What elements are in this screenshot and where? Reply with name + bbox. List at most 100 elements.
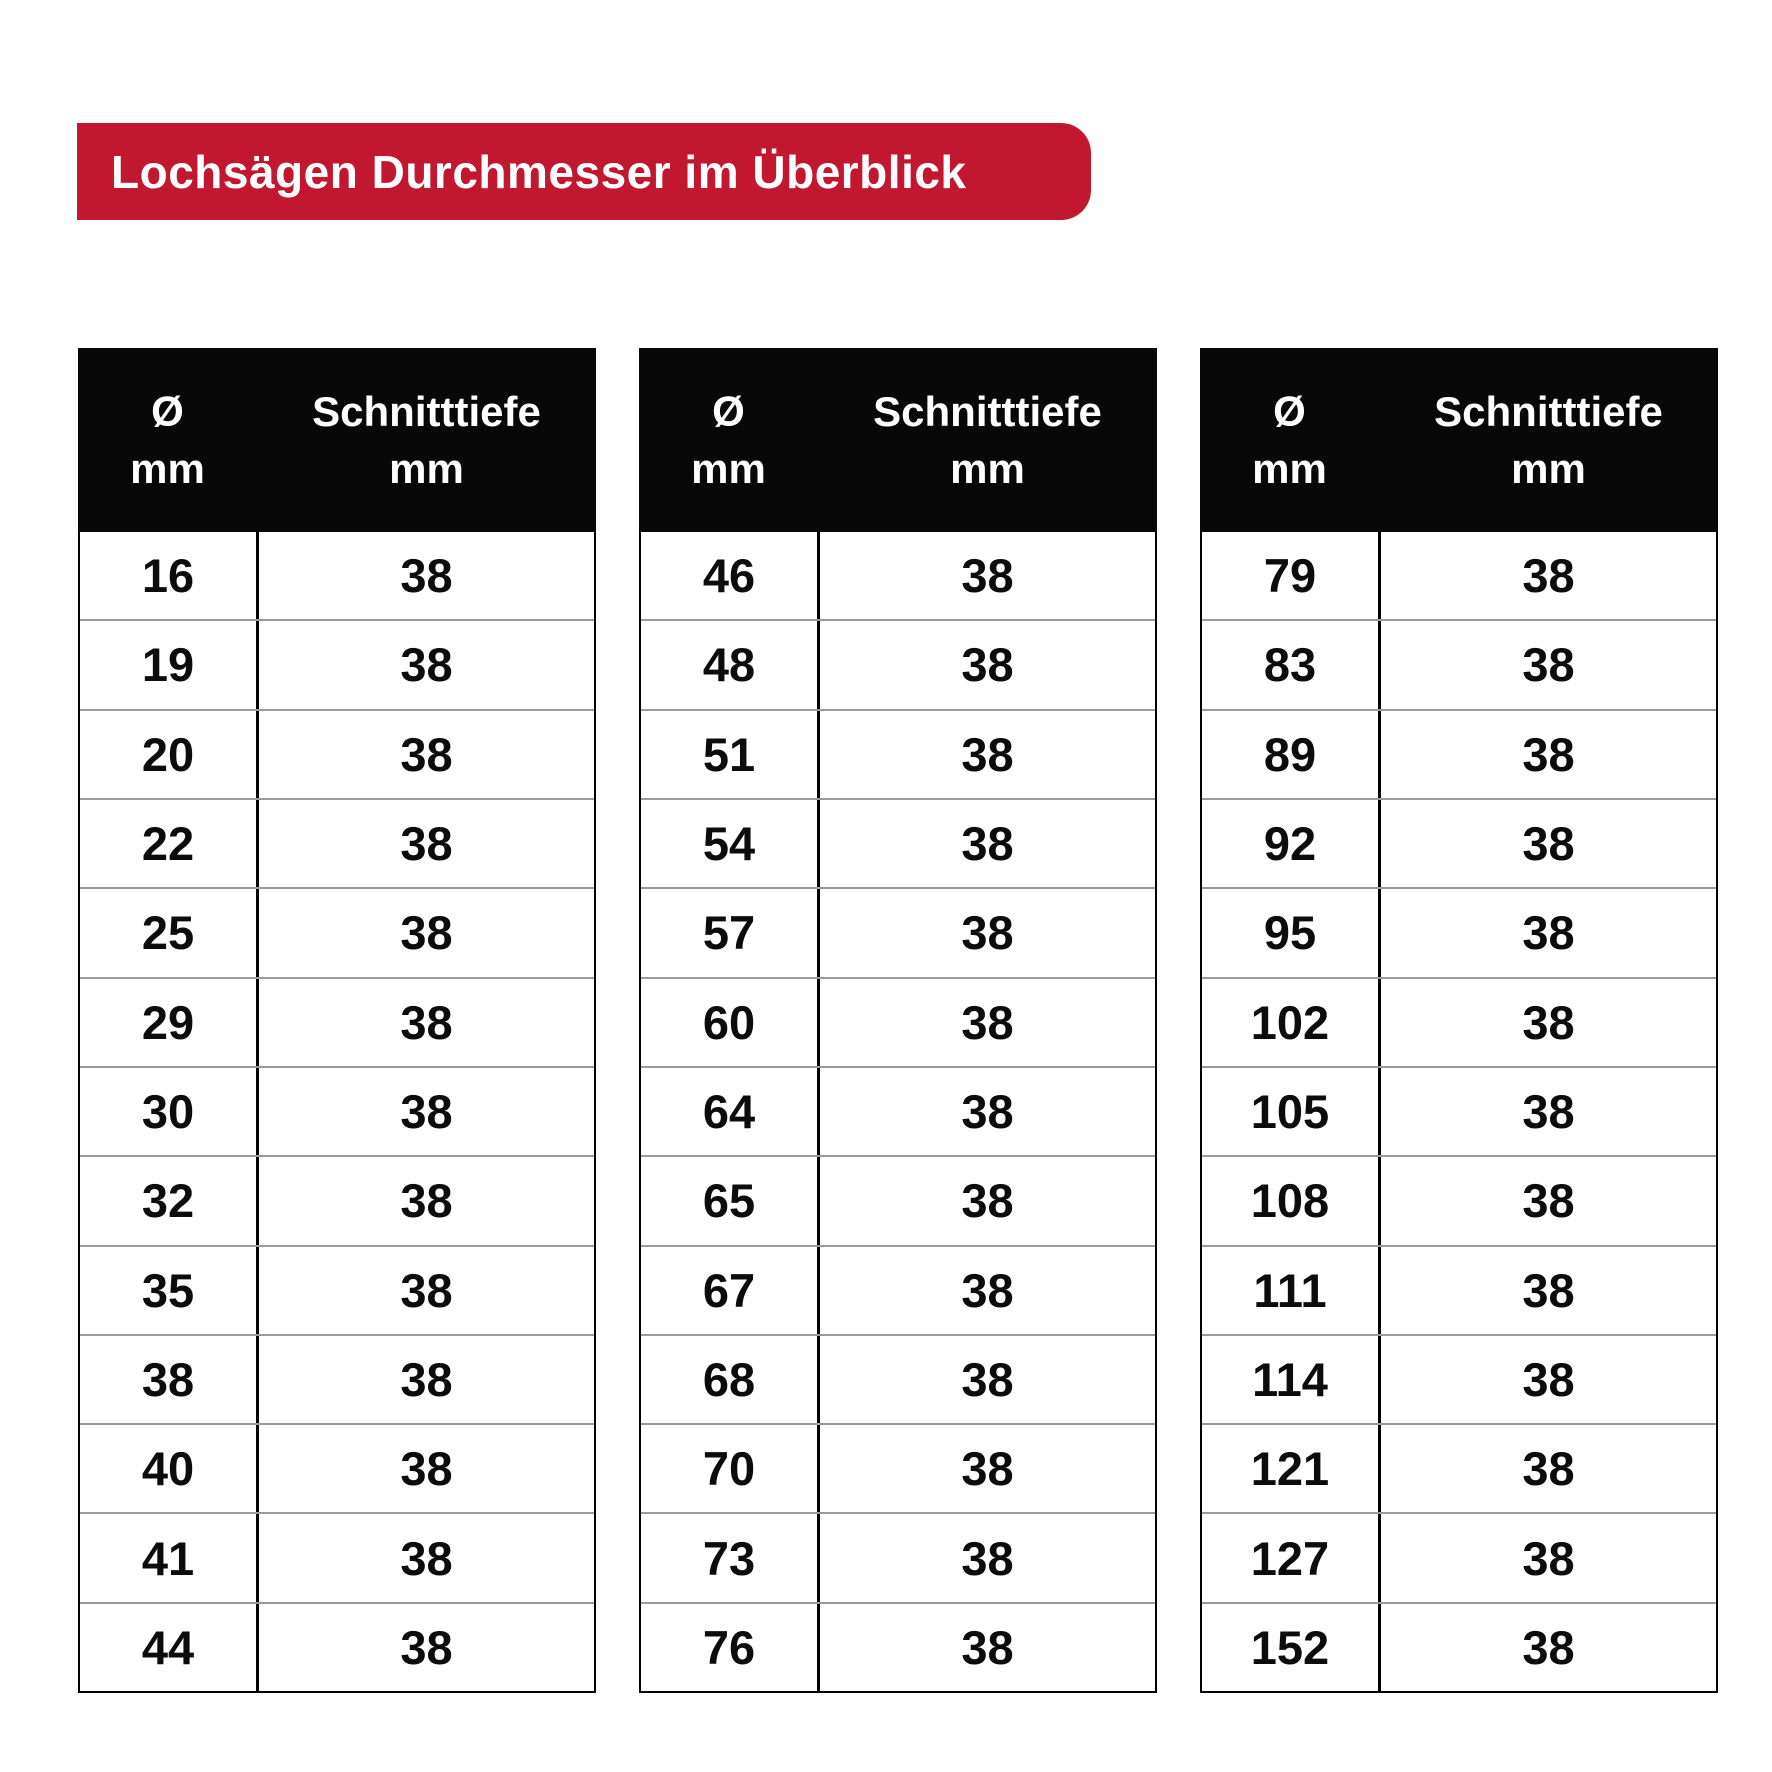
diameter-cell: 73	[641, 1514, 820, 1602]
table-row: 60 38	[641, 976, 1155, 1066]
table-row: 38 38	[80, 1333, 594, 1424]
depth-cell: 38	[400, 995, 453, 1049]
diameter-symbol: Ø	[712, 388, 745, 435]
diameter-unit: mm	[691, 445, 766, 492]
table-header: Ø mm Schnitttiefe mm	[78, 348, 596, 532]
table-row: 111 38	[1202, 1244, 1716, 1334]
table-row: 79 38	[1202, 532, 1716, 620]
depth-cell: 38	[400, 1174, 453, 1228]
depth-cell: 38	[1522, 1531, 1575, 1585]
table-body: 16 38 19 38 20 38 22 38 25 38 29 38 30 38 32 38 35 38 38 38…	[78, 532, 596, 1693]
diameter-cell: 22	[80, 799, 259, 888]
depth-cell: 38	[1522, 1263, 1575, 1317]
diameter-cell: 152	[1202, 1603, 1381, 1692]
depth-cell: 38	[961, 1174, 1014, 1228]
diameter-cell: 29	[80, 978, 259, 1066]
diameter-cell: 60	[641, 978, 820, 1066]
table-row: 29 38	[80, 976, 594, 1066]
depth-cell: 38	[1522, 1352, 1575, 1406]
diameter-cell: 64	[641, 1067, 820, 1156]
diameter-cell: 40	[80, 1425, 259, 1513]
column-header-diameter: Ø mm	[1200, 348, 1379, 532]
table-body: 46 38 48 38 51 38 54 38 57 38 60 38 64 38 65 38 67 38 68 38…	[639, 532, 1157, 1693]
table-row: 105 38	[1202, 1065, 1716, 1156]
depth-cell: 38	[961, 727, 1014, 781]
diameter-symbol: Ø	[151, 388, 184, 435]
table-row: 30 38	[80, 1065, 594, 1156]
depth-cell: 38	[1522, 727, 1575, 781]
diameter-cell: 121	[1202, 1425, 1381, 1513]
table-row: 76 38	[641, 1601, 1155, 1692]
table-row: 68 38	[641, 1333, 1155, 1424]
depth-cell: 38	[400, 1620, 453, 1674]
depth-cell: 38	[1522, 817, 1575, 871]
diameter-cell: 54	[641, 799, 820, 888]
diameter-unit: mm	[130, 445, 205, 492]
table-row: 83 38	[1202, 619, 1716, 709]
diameter-cell: 108	[1202, 1157, 1381, 1245]
depth-cell: 38	[961, 817, 1014, 871]
depth-cell: 38	[1522, 906, 1575, 960]
diameter-cell: 57	[641, 889, 820, 977]
depth-cell: 38	[1522, 1174, 1575, 1228]
diameter-cell: 51	[641, 710, 820, 798]
column-header-depth: Schnitttiefe mm	[818, 348, 1157, 532]
table-row: 65 38	[641, 1155, 1155, 1245]
depth-cell: 38	[400, 549, 453, 603]
table-row: 32 38	[80, 1155, 594, 1245]
diameter-cell: 44	[80, 1603, 259, 1692]
depth-cell: 38	[400, 1085, 453, 1139]
table-row: 54 38	[641, 797, 1155, 888]
diameter-cell: 68	[641, 1335, 820, 1424]
table-row: 35 38	[80, 1244, 594, 1334]
column-header-depth: Schnitttiefe mm	[257, 348, 596, 532]
table-body: 79 38 83 38 89 38 92 38 95 38 102 38 105 38 108 38 111 38…	[1200, 532, 1718, 1693]
diameter-cell: 16	[80, 532, 259, 620]
diameter-cell: 67	[641, 1246, 820, 1334]
table-row: 48 38	[641, 619, 1155, 709]
depth-label: Schnitttiefe	[312, 388, 541, 435]
table-row: 67 38	[641, 1244, 1155, 1334]
diameter-cell: 70	[641, 1425, 820, 1513]
table-row: 16 38	[80, 532, 594, 620]
diameter-cell: 114	[1202, 1335, 1381, 1424]
table-row: 44 38	[80, 1601, 594, 1692]
table-row: 95 38	[1202, 887, 1716, 977]
column-header-depth: Schnitttiefe mm	[1379, 348, 1718, 532]
table-row: 89 38	[1202, 708, 1716, 798]
table-row: 114 38	[1202, 1333, 1716, 1424]
diameter-cell: 127	[1202, 1514, 1381, 1602]
diameter-cell: 35	[80, 1246, 259, 1334]
depth-cell: 38	[400, 727, 453, 781]
depth-unit: mm	[389, 445, 464, 492]
depth-cell: 38	[1522, 995, 1575, 1049]
depth-unit: mm	[950, 445, 1025, 492]
depth-cell: 38	[1522, 638, 1575, 692]
depth-unit: mm	[1511, 445, 1586, 492]
table-row: 19 38	[80, 619, 594, 709]
diameter-cell: 46	[641, 532, 820, 620]
table-row: 25 38	[80, 887, 594, 977]
diameter-cell: 65	[641, 1157, 820, 1245]
diameter-cell: 25	[80, 889, 259, 977]
table-row: 92 38	[1202, 797, 1716, 888]
depth-cell: 38	[1522, 549, 1575, 603]
depth-cell: 38	[961, 549, 1014, 603]
depth-cell: 38	[961, 995, 1014, 1049]
depth-cell: 38	[961, 1085, 1014, 1139]
depth-cell: 38	[961, 1442, 1014, 1496]
column-header-diameter: Ø mm	[639, 348, 818, 532]
table-row: 64 38	[641, 1065, 1155, 1156]
diameter-cell: 92	[1202, 799, 1381, 888]
table-row: 20 38	[80, 708, 594, 798]
column-header-diameter: Ø mm	[78, 348, 257, 532]
diameter-cell: 105	[1202, 1067, 1381, 1156]
depth-cell: 38	[1522, 1085, 1575, 1139]
table-row: 46 38	[641, 532, 1155, 620]
diameter-cell: 76	[641, 1603, 820, 1692]
title-banner: Lochsägen Durchmesser im Überblick	[77, 123, 1091, 220]
depth-cell: 38	[400, 638, 453, 692]
depth-cell: 38	[400, 817, 453, 871]
table-row: 108 38	[1202, 1155, 1716, 1245]
